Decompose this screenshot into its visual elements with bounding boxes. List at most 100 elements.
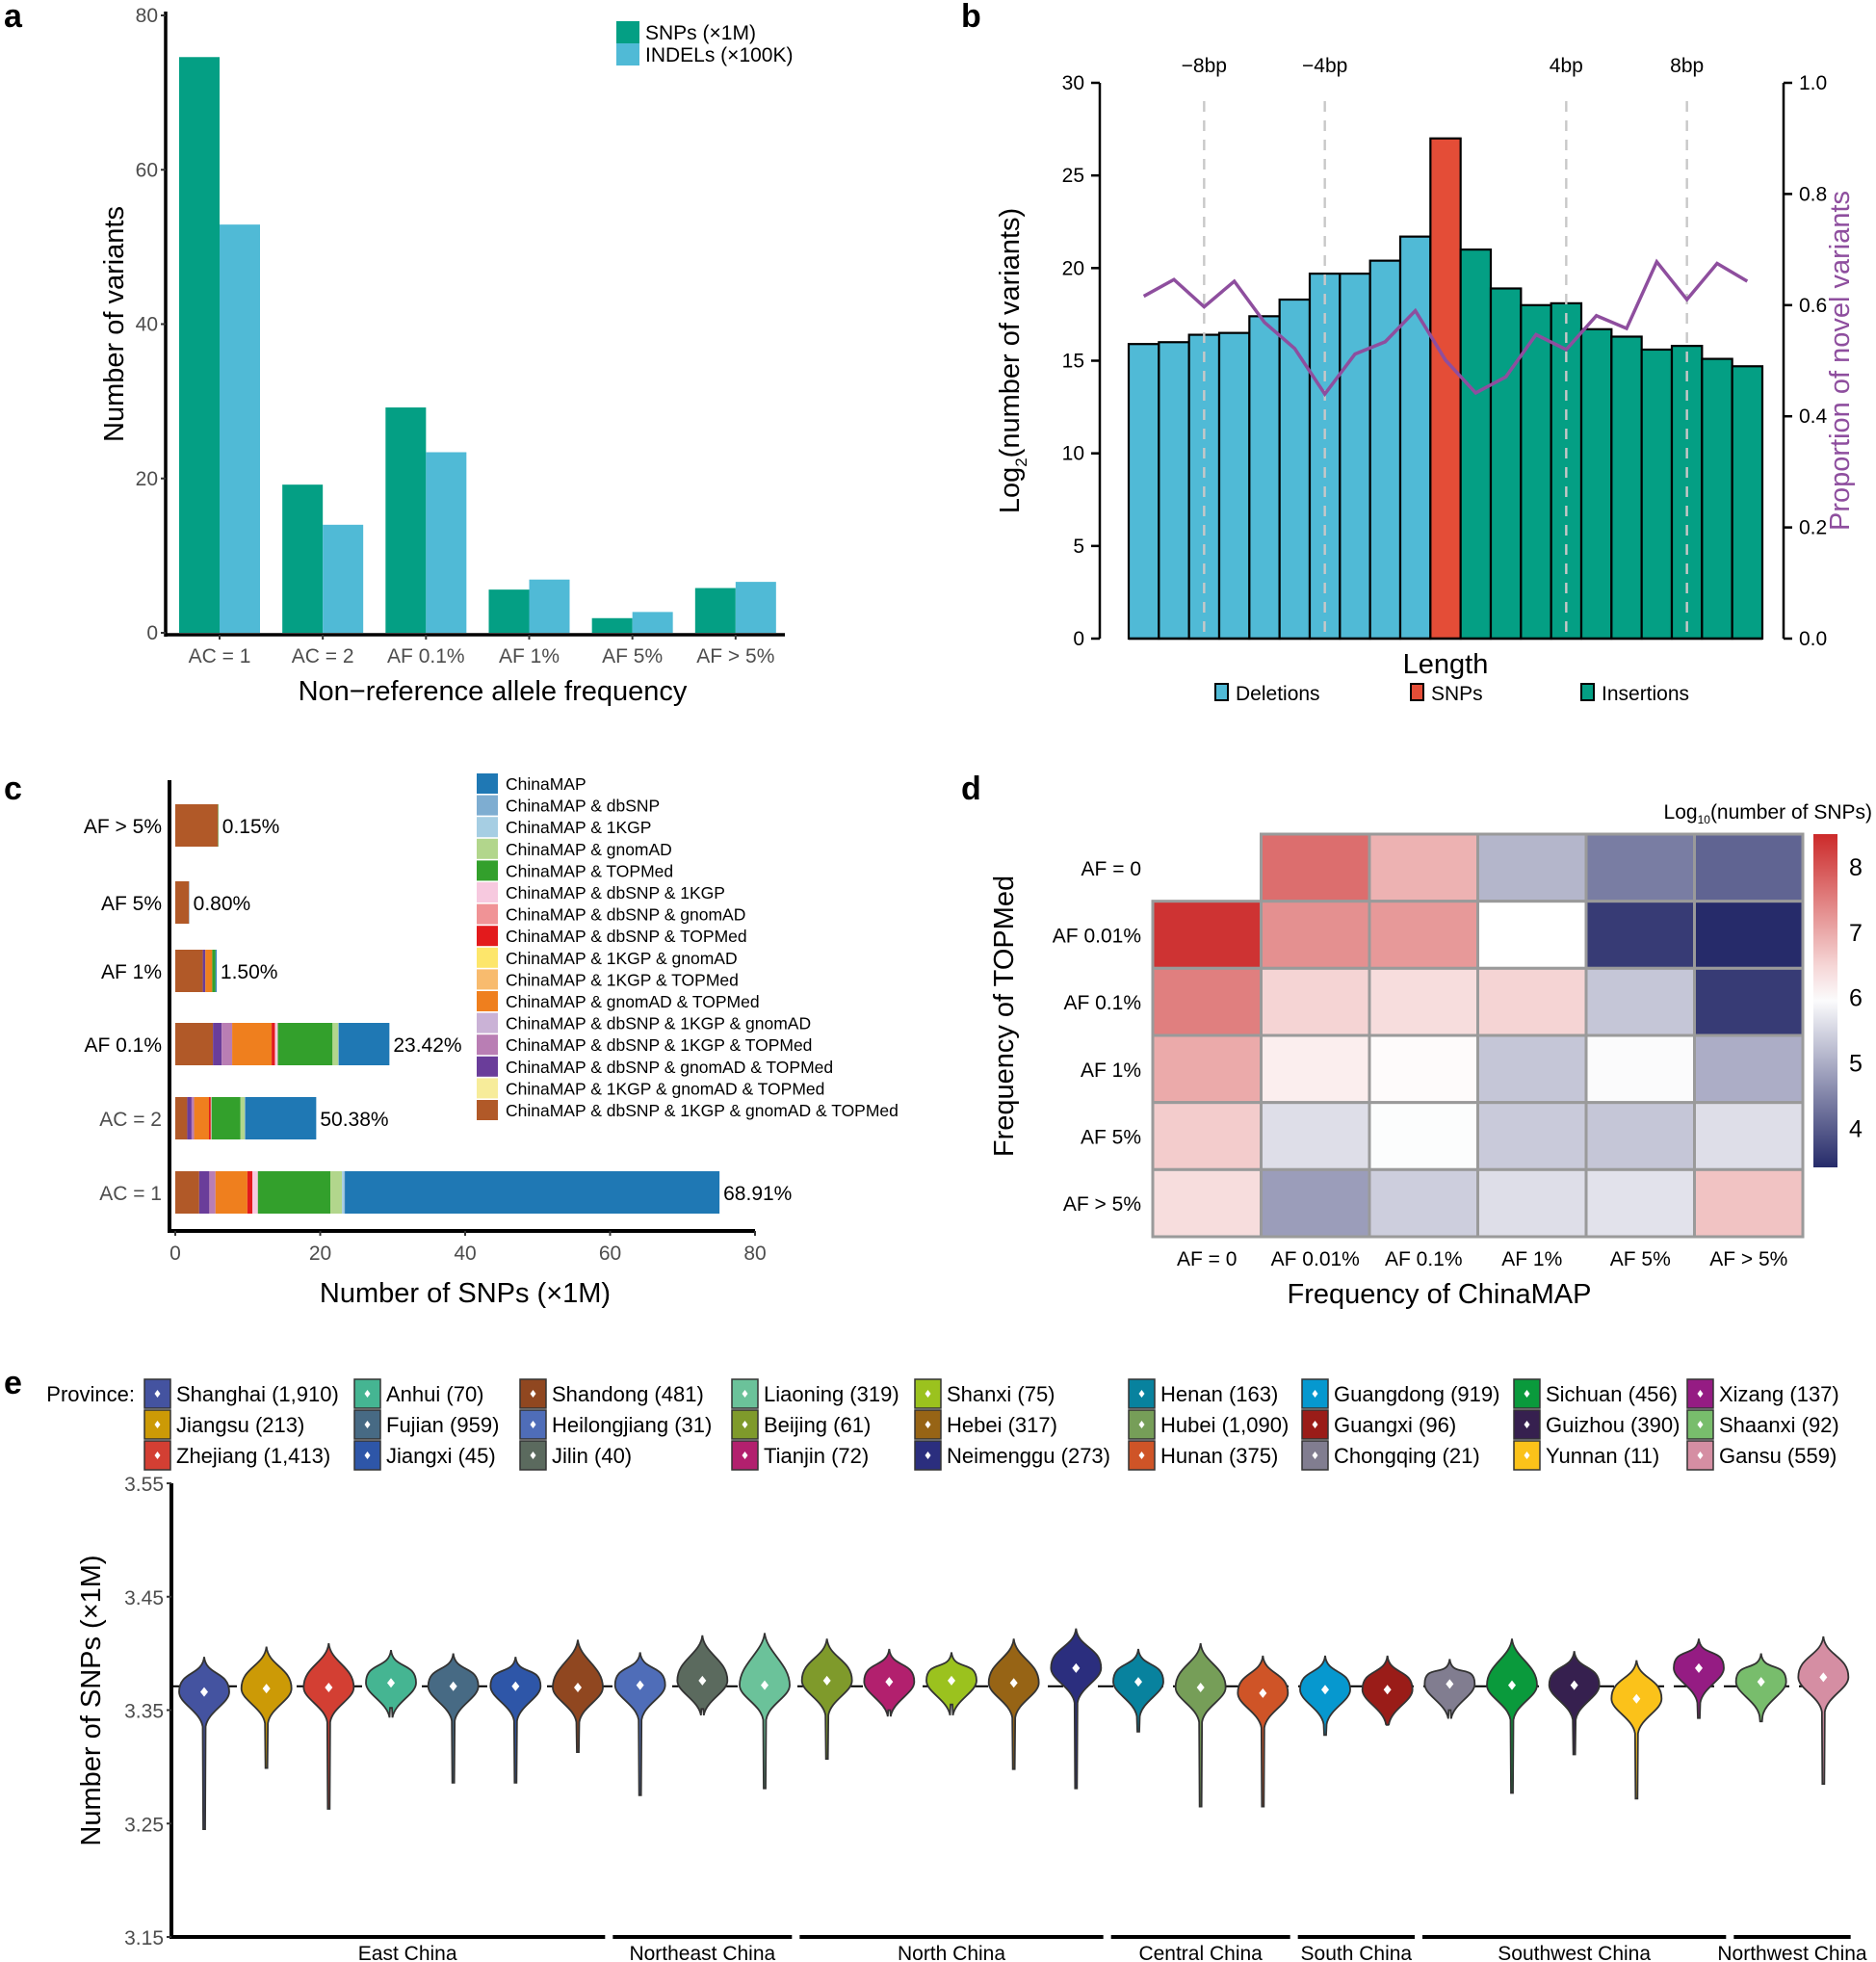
y-tick-label: 40 xyxy=(136,314,158,336)
legend-label: Jiangxi (45) xyxy=(386,1444,496,1468)
colorbar-title-main: Log xyxy=(1664,801,1698,824)
heatmap-cell xyxy=(1260,1101,1371,1171)
violin-chongqing xyxy=(1423,1659,1476,1719)
bar-snps xyxy=(385,407,427,633)
bar-segment xyxy=(175,1097,188,1139)
x-tick-label: AF 0.01% xyxy=(1271,1248,1360,1270)
x-tick-label: AF 5% xyxy=(602,645,663,667)
legend-label: Heilongjiang (31) xyxy=(552,1413,712,1437)
legend-label: Tianjin (72) xyxy=(764,1444,869,1468)
heatmap-cell xyxy=(1368,966,1479,1037)
x-tick-label: AF 1% xyxy=(499,645,560,667)
legend-diamond-icon xyxy=(1697,1452,1704,1459)
y-tick-label: AF 0.01% xyxy=(1053,926,1141,948)
legend-label: INDELs (×100K) xyxy=(645,44,793,66)
legend-diamond-icon xyxy=(364,1452,371,1459)
legend-label: Insertions xyxy=(1602,683,1689,705)
x-tick-label: 80 xyxy=(743,1243,766,1265)
bar-segment xyxy=(208,1097,211,1139)
median-point xyxy=(1446,1679,1454,1689)
colorbar-tick-label: 6 xyxy=(1849,985,1863,1012)
colorbar-tick-label: 4 xyxy=(1849,1115,1863,1142)
bar-indels xyxy=(220,224,260,634)
legend-label: Xizang (137) xyxy=(1719,1382,1839,1406)
panel-d-heatmap: AF = 0 AF 0.01% AF 0.1% AF 1% AF 5% AF > 5% AF… xyxy=(989,801,1872,1310)
median-point xyxy=(1757,1677,1765,1687)
bar-segment xyxy=(194,1097,209,1139)
panel-a-grouped-bar-chart: 0 20 40 60 80 AC = 1 AC = 2 AF 0.1% AF 1% AF 5% AF… xyxy=(99,5,793,707)
bar-segment xyxy=(247,1171,253,1214)
legend-diamond-icon xyxy=(925,1390,931,1398)
bar-insertions xyxy=(1610,335,1643,641)
violin-heilongjiang xyxy=(613,1652,666,1796)
y-axis-title: Number of SNPs (×1M) xyxy=(76,1555,107,1845)
median-point xyxy=(387,1678,395,1688)
y-tick-label: 10 xyxy=(1062,443,1084,465)
x-tick-label: 40 xyxy=(454,1243,476,1265)
bar-percent-label: 23.42% xyxy=(393,1034,461,1057)
reference-line-label: −8bp xyxy=(1182,55,1227,77)
legend-label: ChinaMAP & 1KGP & gnomAD xyxy=(506,949,738,968)
violin-jiangsu xyxy=(240,1646,293,1769)
legend-diamond-icon xyxy=(742,1390,748,1398)
y2-tick-label: 0.0 xyxy=(1799,628,1827,650)
bar-snps xyxy=(694,588,736,633)
median-point xyxy=(1134,1677,1142,1687)
legend-swatch xyxy=(477,1100,498,1120)
legend-swatch xyxy=(353,1409,381,1440)
bar-deletions xyxy=(1248,315,1281,641)
violin-shandong xyxy=(552,1639,604,1753)
x-axis-title: Number of SNPs (×1M) xyxy=(320,1278,611,1309)
bar-insertions xyxy=(1579,327,1613,641)
legend-diamond-icon xyxy=(1312,1390,1318,1398)
y-tick-label: 20 xyxy=(136,468,158,490)
median-point xyxy=(1009,1678,1018,1688)
y-axis-title: Log2(number of variants) xyxy=(995,208,1030,513)
bar-deletions xyxy=(1158,341,1190,641)
colorbar-tick-label: 7 xyxy=(1849,920,1863,947)
bar-segment xyxy=(215,1171,248,1214)
heatmap-cell xyxy=(1368,900,1479,970)
legend-diamond-icon xyxy=(742,1421,748,1428)
legend-swatch xyxy=(477,991,498,1011)
legend-swatch xyxy=(477,1012,498,1033)
heatmap-cell xyxy=(1693,1101,1805,1171)
heatmap-cell xyxy=(1584,900,1696,970)
y-tick-label: AF > 5% xyxy=(1063,1193,1141,1216)
bar-segment xyxy=(213,1023,222,1065)
reference-line-label: −4bp xyxy=(1302,55,1347,77)
region-label: Northeast China xyxy=(629,1943,775,1962)
legend-label: Neimenggu (273) xyxy=(947,1444,1110,1468)
bar-segment xyxy=(330,1171,343,1214)
bar-segment xyxy=(215,950,217,992)
bar-segment xyxy=(252,1171,258,1214)
median-point xyxy=(636,1680,644,1690)
legend-swatch xyxy=(1301,1440,1329,1471)
legend-swatch xyxy=(477,838,498,859)
region-label: Northwest China xyxy=(1717,1943,1867,1962)
bar-indels xyxy=(632,612,673,633)
legend-diamond-icon xyxy=(1524,1390,1530,1398)
bar-segment xyxy=(274,1023,278,1065)
legend-label: Guizhou (390) xyxy=(1546,1413,1680,1437)
legend-swatch xyxy=(616,43,639,65)
x-tick-label: AF = 0 xyxy=(1177,1248,1237,1270)
legend-label: Anhui (70) xyxy=(386,1382,484,1406)
y-tick-label: 30 xyxy=(1062,72,1084,94)
legend-label: ChinaMAP & dbSNP & 1KGP xyxy=(506,883,725,903)
bar-deletions xyxy=(1127,343,1160,641)
bar-segment xyxy=(272,1023,275,1065)
y2-tick-label: 0.4 xyxy=(1799,405,1828,428)
legend-diamond-icon xyxy=(925,1452,931,1459)
x-tick-label: 60 xyxy=(599,1243,621,1265)
legend-label: Sichuan (456) xyxy=(1546,1382,1678,1406)
y-tick-label: AF 1% xyxy=(1081,1059,1141,1082)
legend-label: Chongqing (21) xyxy=(1334,1444,1480,1468)
panel-letter-a: a xyxy=(4,0,23,35)
heatmap-cell xyxy=(1693,1167,1805,1239)
heatmap-cell xyxy=(1260,966,1371,1037)
x-tick-label: AC = 2 xyxy=(292,645,354,667)
median-point xyxy=(1321,1685,1329,1695)
median-point xyxy=(948,1675,955,1686)
